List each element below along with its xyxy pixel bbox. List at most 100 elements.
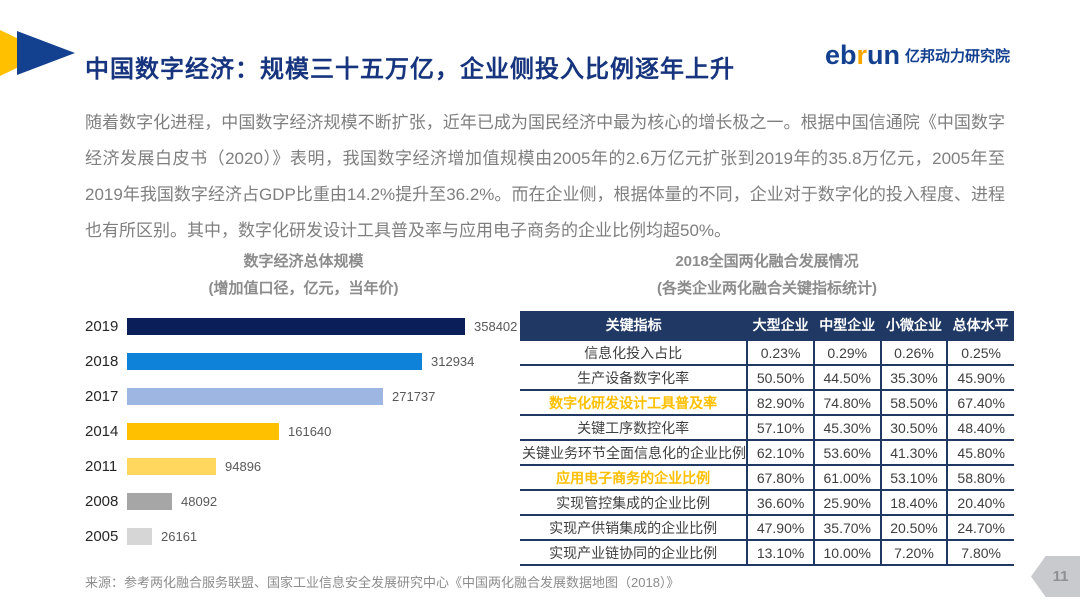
value-cell: 53.60%: [812, 439, 881, 465]
kpi-table-body: 信息化投入占比 0.23% 0.29% 0.26% 0.25% 生产设备数字化率 50.50…: [520, 339, 1014, 566]
value-cell: 53.10%: [879, 464, 948, 490]
bar: [127, 388, 383, 405]
value-cell: 20.40%: [946, 489, 1014, 515]
bar-row: 2018 312934: [85, 344, 522, 379]
bar-chart-section: 数字经济总体规模 (增加值口径，亿元，当年价) 2019 358402 2018 31…: [85, 248, 522, 554]
bar-value-label: 94896: [225, 459, 262, 474]
ebrun-logo: ebrun 亿邦动力研究院: [825, 40, 1010, 71]
bar-row: 2011 94896: [85, 449, 522, 484]
table-title: 2018全国两化融合发展情况: [675, 253, 859, 270]
bar-row: 2014 161640: [85, 414, 522, 449]
indicator-cell: 信息化投入占比: [520, 339, 748, 365]
table-row: 应用电子商务的企业比例 67.80% 61.00% 53.10% 58.80%: [520, 464, 1014, 490]
value-cell: 48.40%: [946, 414, 1014, 440]
bar-row: 2005 26161: [85, 519, 522, 554]
blue-arrow-icon: [17, 31, 75, 75]
value-cell: 10.00%: [812, 539, 881, 566]
bar-value-label: 48092: [181, 494, 218, 509]
value-cell: 74.80%: [812, 389, 881, 415]
bar: [127, 493, 172, 510]
indicator-cell: 实现产供销集成的企业比例: [520, 514, 748, 540]
table-row: 实现产供销集成的企业比例 47.90% 35.70% 20.50% 24.70%: [520, 514, 1014, 540]
value-cell: 24.70%: [946, 514, 1014, 540]
table-row: 生产设备数字化率 50.50% 44.50% 35.30% 45.90%: [520, 364, 1014, 390]
page-number: 11: [1052, 568, 1069, 585]
page-title: 中国数字经济：规模三十五万亿，企业侧投入比例逐年上升: [85, 56, 735, 84]
bar-category-label: 2018: [85, 353, 119, 370]
indicator-cell: 实现产业链协同的企业比例: [520, 539, 748, 566]
value-cell: 58.50%: [879, 389, 948, 415]
indicator-cell: 实现管控集成的企业比例: [520, 489, 748, 515]
table-header-cell: 小微企业: [880, 311, 948, 340]
indicator-cell: 关键工序数控化率: [520, 414, 748, 440]
value-cell: 35.70%: [812, 514, 881, 540]
value-cell: 25.90%: [812, 489, 881, 515]
indicator-cell: 关键业务环节全面信息化的企业比例: [520, 439, 748, 465]
value-cell: 45.90%: [946, 364, 1014, 390]
value-cell: 0.23%: [746, 339, 814, 365]
bar: [127, 458, 216, 475]
bar: [127, 528, 152, 545]
table-header-cell: 总体水平: [947, 311, 1014, 340]
table-subtitle: (各类企业两化融合关键指标统计): [657, 280, 877, 297]
kpi-table: 关键指标 大型企业 中型企业 小微企业 总体水平 信息化投入占比 0.23% 0.29% 0.…: [520, 311, 1014, 566]
bar-category-label: 2011: [85, 458, 118, 475]
value-cell: 45.30%: [812, 414, 881, 440]
chart-subtitle: (增加值口径，亿元，当年价): [208, 280, 399, 297]
logo-suffix: 亿邦动力研究院: [904, 48, 1010, 65]
value-cell: 58.80%: [946, 464, 1014, 490]
value-cell: 57.10%: [746, 414, 814, 440]
bar-value-label: 271737: [392, 389, 436, 404]
bar-value-label: 161640: [288, 424, 332, 439]
bar-value-label: 358402: [474, 319, 518, 334]
bar: [127, 353, 422, 370]
value-cell: 7.20%: [879, 539, 948, 566]
indicator-cell: 生产设备数字化率: [520, 364, 748, 390]
value-cell: 18.40%: [879, 489, 948, 515]
bar-row: 2008 48092: [85, 484, 522, 519]
table-header-cell: 中型企业: [813, 311, 881, 340]
table-header-cell: 关键指标: [520, 311, 748, 340]
ebrun-wordmark: ebrun: [824, 40, 900, 70]
value-cell: 0.26%: [879, 339, 948, 365]
table-row: 实现管控集成的企业比例 36.60% 25.90% 18.40% 20.40%: [520, 489, 1014, 515]
value-cell: 82.90%: [746, 389, 814, 415]
table-header-cell: 大型企业: [747, 311, 814, 340]
bar: [127, 423, 279, 440]
table-row: 实现产业链协同的企业比例 13.10% 10.00% 7.20% 7.80%: [520, 539, 1014, 566]
bar-category-label: 2005: [85, 528, 119, 545]
indicator-cell: 应用电子商务的企业比例: [520, 464, 748, 490]
kpi-table-section: 2018全国两化融合发展情况 (各类企业两化融合关键指标统计) 关键指标 大型企业…: [520, 248, 1014, 566]
kpi-table-head: 关键指标 大型企业 中型企业 小微企业 总体水平: [520, 311, 1014, 340]
value-cell: 13.10%: [746, 539, 814, 566]
page-number-badge: 11: [1031, 556, 1080, 597]
table-row: 关键工序数控化率 57.10% 45.30% 30.50% 48.40%: [520, 414, 1014, 440]
bar-category-label: 2014: [85, 423, 119, 440]
chart-title: 数字经济总体规模: [243, 253, 364, 270]
source-note: 来源：参考两化融合服务联盟、国家工业信息安全发展研究中心《中国两化融合发展数据地…: [85, 575, 680, 590]
bar-category-label: 2008: [85, 493, 119, 510]
value-cell: 41.30%: [879, 439, 948, 465]
value-cell: 36.60%: [746, 489, 814, 515]
table-row: 数字化研发设计工具普及率 82.90% 74.80% 58.50% 67.40%: [520, 389, 1014, 415]
value-cell: 61.00%: [812, 464, 881, 490]
value-cell: 44.50%: [812, 364, 881, 390]
value-cell: 67.80%: [746, 464, 814, 490]
value-cell: 67.40%: [946, 389, 1014, 415]
value-cell: 50.50%: [746, 364, 814, 390]
bar-row: 2017 271737: [85, 379, 522, 414]
bar-category-label: 2019: [85, 318, 119, 335]
value-cell: 20.50%: [879, 514, 948, 540]
bar-value-label: 312934: [431, 354, 475, 369]
bar-category-label: 2017: [85, 388, 119, 405]
value-cell: 35.30%: [879, 364, 948, 390]
intro-paragraph: 随着数字化进程，中国数字经济规模不断扩张，近年已成为国民经济中最为核心的增长极之…: [85, 113, 1005, 240]
value-cell: 7.80%: [946, 539, 1014, 566]
table-row: 关键业务环节全面信息化的企业比例 62.10% 53.60% 41.30% 45.80%: [520, 439, 1014, 465]
value-cell: 47.90%: [746, 514, 814, 540]
value-cell: 0.29%: [812, 339, 881, 365]
bar-row: 2019 358402: [85, 309, 522, 344]
bar: [127, 318, 465, 335]
value-cell: 45.80%: [946, 439, 1014, 465]
